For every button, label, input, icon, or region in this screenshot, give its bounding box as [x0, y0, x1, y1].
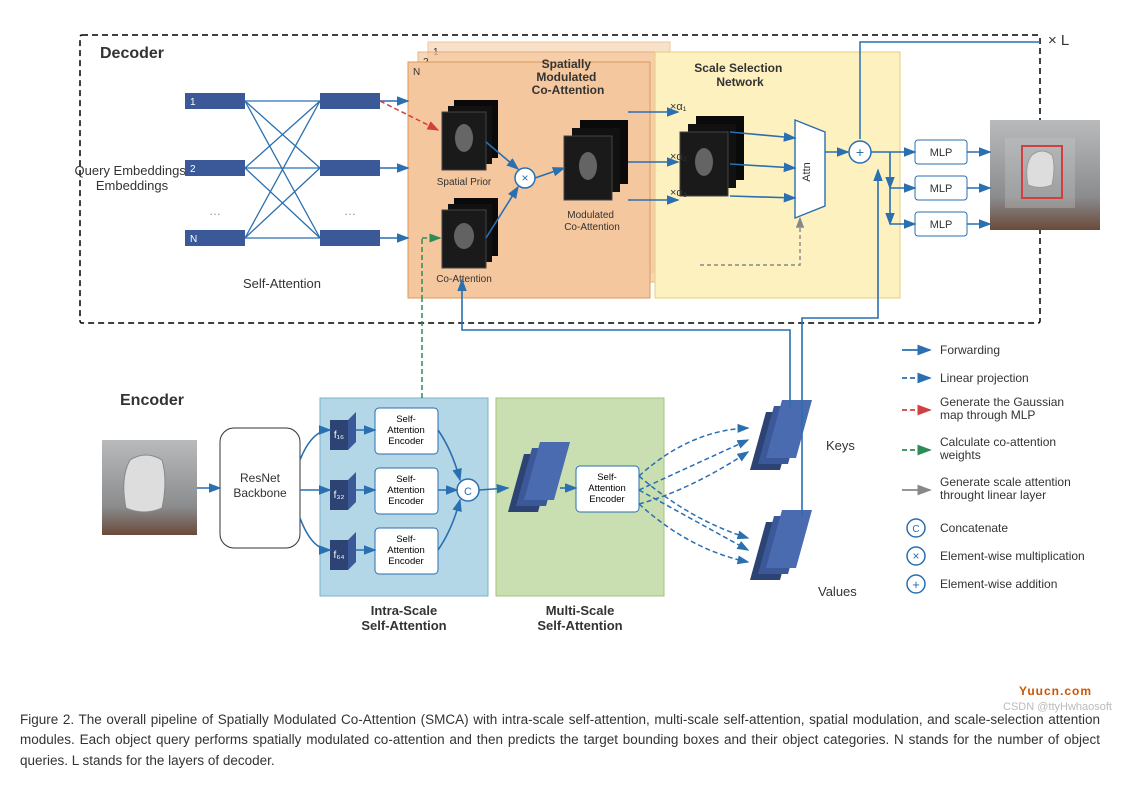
intra-scale-label: Intra-ScaleSelf-Attention — [361, 603, 446, 633]
svg-text:+: + — [912, 577, 920, 592]
svg-text:MLP: MLP — [930, 183, 953, 195]
svg-text:C: C — [464, 486, 472, 498]
svg-text:×: × — [912, 549, 919, 563]
svg-text:Co-Attention: Co-Attention — [436, 274, 492, 285]
svg-text:ResNetBackbone: ResNetBackbone — [233, 471, 287, 500]
mod-co-attention-tiles — [564, 120, 628, 200]
values-stack — [750, 510, 812, 580]
attn-block: Attn — [795, 120, 825, 218]
query-embeddings-label: Query Embeddings Embeddings — [75, 163, 190, 193]
svg-text:f₁₆: f₁₆ — [334, 430, 344, 441]
svg-text:Linear projection: Linear projection — [940, 371, 1029, 385]
svg-text:N: N — [413, 67, 420, 78]
svg-text:Attn: Attn — [801, 162, 813, 182]
svg-text:Element-wise addition: Element-wise addition — [940, 577, 1057, 591]
smca-title: Spatially Modulated Co-Attention — [532, 57, 605, 97]
spatial-prior-tiles — [442, 100, 498, 170]
svg-text:MLP: MLP — [930, 147, 953, 159]
mod-co-attention-label: Modulated Co-Attention — [564, 210, 620, 233]
svg-text:f₃₂: f₃₂ — [334, 490, 345, 501]
svg-text:2: 2 — [190, 164, 196, 175]
decoder-label: Decoder — [100, 45, 164, 62]
svg-text:Values: Values — [818, 584, 857, 599]
svg-text:Concatenate: Concatenate — [940, 521, 1008, 535]
diagram-svg: Decoder × L Query Embeddings Embeddings … — [20, 20, 1120, 700]
svg-text:Generate scale attentionthroug: Generate scale attentionthrought linear … — [940, 475, 1071, 502]
svg-text:C: C — [912, 524, 919, 535]
svg-text:…: … — [209, 204, 221, 218]
svg-text:Spatial Prior: Spatial Prior — [437, 177, 492, 188]
query-blocks-col2: … — [320, 93, 380, 246]
svg-text:1: 1 — [190, 97, 196, 108]
watermark-2: CSDN @ttyHwhaosoft — [1003, 701, 1112, 713]
svg-text:×α₃: ×α₃ — [670, 187, 687, 199]
svg-text:Element-wise multiplication: Element-wise multiplication — [940, 549, 1085, 563]
output-image-tile — [990, 120, 1100, 230]
encoder-label: Encoder — [120, 392, 184, 409]
watermark-1: Yuucn.com — [1019, 684, 1092, 698]
svg-text:f₆₄: f₆₄ — [334, 550, 345, 561]
scale-tiles — [680, 116, 744, 196]
svg-text:MLP: MLP — [930, 219, 953, 231]
smca-pipeline-diagram: Decoder × L Query Embeddings Embeddings … — [20, 20, 1120, 700]
svg-text:N: N — [190, 234, 197, 245]
svg-text:Keys: Keys — [826, 438, 855, 453]
svg-text:Generate the Gaussianmap throu: Generate the Gaussianmap through MLP — [940, 395, 1064, 422]
feature-maps: f₁₆ f₃₂ f₆₄ — [330, 412, 356, 570]
loop-label: × L — [1048, 32, 1069, 49]
svg-text:…: … — [344, 204, 356, 218]
svg-text:×: × — [521, 171, 528, 185]
svg-text:+: + — [856, 144, 864, 160]
query-blocks-col1: 1 2 … N — [185, 93, 245, 246]
legend: Forwarding Linear projection Generate th… — [902, 343, 1085, 593]
mlp-boxes: MLP MLP MLP — [915, 140, 967, 236]
svg-text:Forwarding: Forwarding — [940, 343, 1000, 357]
sae-boxes-intra: Self-AttentionEncoder Self-AttentionEnco… — [375, 408, 438, 574]
input-image-tile — [102, 440, 197, 535]
self-attention-lines — [245, 101, 320, 238]
multi-scale-label: Multi-ScaleSelf-Attention — [537, 603, 622, 633]
svg-text:Calculate co-attentionweights: Calculate co-attentionweights — [939, 435, 1056, 462]
self-attention-label: Self-Attention — [243, 276, 321, 291]
figure-caption: Figure 2. The overall pipeline of Spatia… — [20, 710, 1100, 771]
